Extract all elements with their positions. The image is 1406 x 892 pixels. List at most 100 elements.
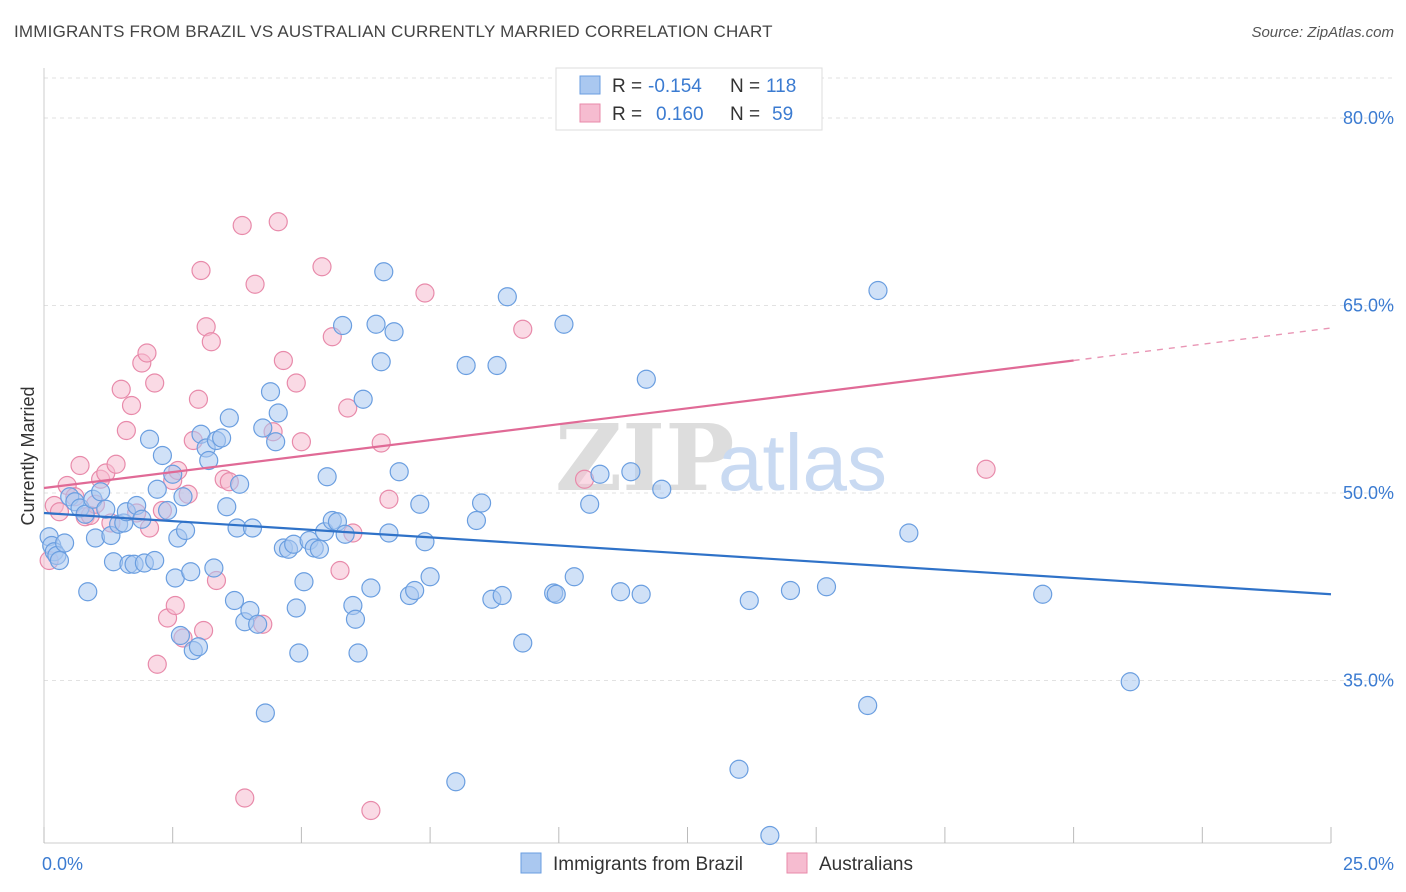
brazil-point-67 bbox=[309, 539, 330, 559]
brazil-point-110 bbox=[729, 759, 749, 779]
brazil-point-57 bbox=[266, 432, 286, 452]
brazil-point-63 bbox=[289, 643, 309, 663]
australians-point-55 bbox=[415, 283, 435, 303]
watermark-zip: ZIP bbox=[555, 404, 734, 512]
brazil-point-79 bbox=[366, 314, 386, 334]
y-tick-label-0: 35.0% bbox=[1343, 671, 1394, 691]
australians-point-52 bbox=[361, 800, 381, 821]
brazil-point-84 bbox=[389, 462, 409, 482]
brazil-point-108 bbox=[636, 369, 656, 389]
australians-point-50 bbox=[338, 398, 358, 418]
brazil-point-75 bbox=[345, 609, 366, 629]
brazil-point-10 bbox=[78, 582, 98, 602]
brazil-point-58 bbox=[268, 403, 288, 423]
legend-n-label-australians: N = bbox=[730, 104, 760, 125]
brazil-point-119 bbox=[1120, 672, 1140, 692]
brazil-point-44 bbox=[212, 428, 232, 448]
brazil-point-81 bbox=[374, 262, 394, 282]
brazil-point-109 bbox=[652, 479, 672, 499]
brazil-point-106 bbox=[621, 462, 641, 482]
brazil-point-30 bbox=[163, 464, 183, 484]
legend: R = -0.154 N = 118 R = 0.160 N = 59 bbox=[555, 67, 823, 131]
australians-point-58 bbox=[976, 459, 996, 479]
gridlines bbox=[44, 77, 1394, 681]
brazil-point-35 bbox=[175, 520, 196, 541]
legend-n-value-brazil: 118 bbox=[766, 76, 796, 97]
australians-point-14 bbox=[116, 420, 136, 441]
australians-point-31 bbox=[191, 260, 211, 281]
brazil-point-112 bbox=[760, 825, 780, 846]
brazil-point-33 bbox=[170, 625, 191, 646]
brazil-point-95 bbox=[487, 355, 507, 376]
brazil-point-80 bbox=[371, 352, 391, 372]
watermark-atlas: atlas bbox=[718, 418, 887, 507]
y-tick-label-3: 80.0% bbox=[1343, 108, 1394, 128]
brazil-point-4 bbox=[49, 550, 70, 571]
brazil-point-86 bbox=[405, 580, 425, 601]
brazil-point-38 bbox=[188, 637, 209, 657]
brazil-point-98 bbox=[513, 633, 533, 653]
australians-point-30 bbox=[188, 389, 209, 409]
brazil-point-29 bbox=[157, 500, 178, 521]
australians-point-43 bbox=[268, 212, 288, 232]
australians-point-54 bbox=[379, 489, 399, 509]
brazil-point-46 bbox=[219, 408, 239, 428]
australians-point-53 bbox=[371, 433, 391, 453]
brazil-point-36 bbox=[181, 562, 201, 582]
brazil-point-52 bbox=[242, 518, 263, 538]
australians-point-5 bbox=[70, 455, 90, 476]
brazil-point-100 bbox=[546, 584, 566, 604]
australians-point-15 bbox=[121, 395, 142, 416]
legend-n-label-brazil: N = bbox=[730, 76, 760, 97]
y-axis-title: Currently Married bbox=[18, 386, 38, 525]
brazil-point-113 bbox=[780, 580, 801, 601]
australians-point-38 bbox=[232, 215, 252, 236]
brazil-point-73 bbox=[335, 524, 355, 544]
brazil-point-69 bbox=[317, 467, 337, 487]
australians-point-40 bbox=[245, 274, 265, 294]
bottom-legend-label-brazil: Immigrants from Brazil bbox=[553, 854, 743, 875]
brazil-point-34 bbox=[173, 487, 193, 507]
legend-r-value-australians: 0.160 bbox=[656, 104, 704, 125]
australians-point-39 bbox=[235, 788, 255, 808]
brazil-point-90 bbox=[446, 772, 466, 792]
brazil-point-96 bbox=[492, 585, 512, 606]
brazil-point-102 bbox=[564, 567, 584, 587]
australians-point-21 bbox=[147, 654, 167, 674]
y-tick-label-1: 50.0% bbox=[1343, 483, 1394, 503]
brazil-point-82 bbox=[379, 523, 399, 543]
brazil-point-26 bbox=[145, 550, 165, 571]
axes bbox=[43, 68, 1332, 844]
brazil-point-72 bbox=[332, 315, 353, 336]
bottom-legend-swatch-australians bbox=[786, 852, 808, 874]
australians-point-12 bbox=[106, 454, 126, 474]
legend-swatch-brazil bbox=[579, 75, 601, 95]
brazil-point-111 bbox=[739, 590, 759, 611]
trendline-brazil bbox=[43, 511, 1332, 596]
brazil-point-104 bbox=[590, 464, 610, 484]
legend-n-value-australians: 59 bbox=[772, 104, 793, 125]
series-australians-points bbox=[39, 212, 996, 821]
brazil-point-89 bbox=[420, 567, 440, 587]
brazil-point-107 bbox=[631, 584, 651, 604]
chart-title: IMMIGRANTS FROM BRAZIL VS AUSTRALIAN CUR… bbox=[14, 22, 773, 41]
brazil-point-97 bbox=[497, 287, 517, 307]
australians-point-45 bbox=[286, 373, 306, 393]
source-label: Source: ZipAtlas.com bbox=[1251, 24, 1394, 41]
bottom-legend: Immigrants from Brazil Australians bbox=[520, 852, 913, 875]
australians-point-18 bbox=[137, 343, 157, 363]
australians-point-47 bbox=[312, 257, 332, 277]
trendline-australians-extension bbox=[1073, 327, 1332, 362]
brazil-point-14 bbox=[96, 499, 116, 519]
brazil-point-42 bbox=[204, 558, 224, 578]
australians-point-34 bbox=[201, 332, 221, 352]
legend-r-label-australians: R = bbox=[612, 104, 642, 125]
brazil-point-49 bbox=[230, 474, 250, 494]
australians-point-20 bbox=[145, 373, 165, 393]
brazil-point-47 bbox=[224, 590, 245, 611]
australians-point-13 bbox=[111, 379, 131, 399]
y-tick-label-2: 65.0% bbox=[1343, 296, 1394, 316]
brazil-point-87 bbox=[410, 494, 430, 514]
brazil-point-78 bbox=[361, 578, 381, 598]
